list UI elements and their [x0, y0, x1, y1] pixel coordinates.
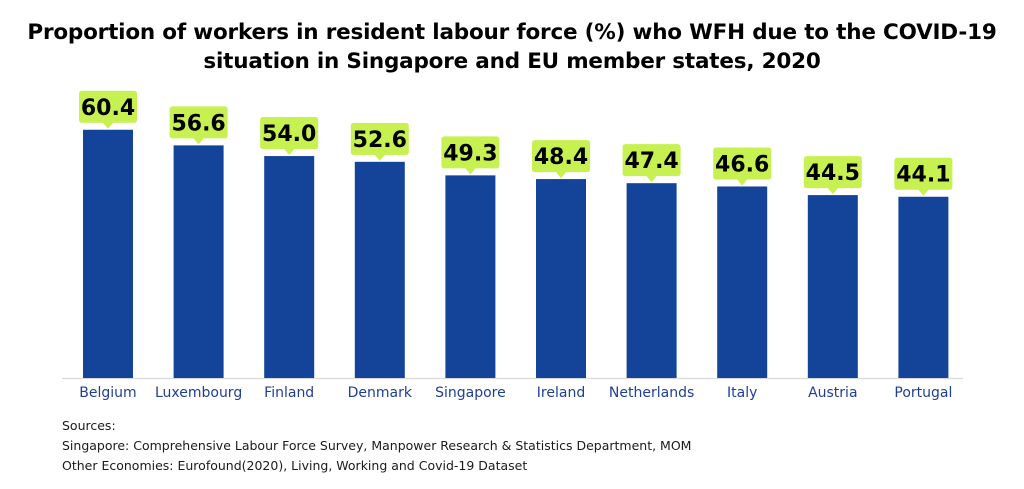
data-label-austria: 44.5 [806, 161, 860, 186]
category-label-finland: Finland [264, 385, 314, 401]
category-label-austria: Austria [808, 385, 857, 401]
data-label-belgium: 60.4 [81, 96, 135, 121]
bar-portugal [898, 196, 949, 378]
category-label-ireland: Ireland [537, 385, 585, 401]
data-label-portugal: 44.1 [896, 163, 950, 188]
bar-finland [264, 156, 315, 378]
sources-note: Sources: Singapore: Comprehensive Labour… [62, 416, 691, 476]
data-label-netherlands: 47.4 [624, 149, 678, 174]
data-label-box-ireland [532, 140, 590, 179]
data-label-luxembourg: 56.6 [171, 111, 225, 136]
category-label-italy: Italy [727, 385, 757, 401]
bar-netherlands [626, 183, 677, 378]
category-label-netherlands: Netherlands [609, 385, 694, 401]
bar-belgium [83, 129, 133, 378]
bar-austria [807, 195, 858, 378]
bar-italy [717, 186, 768, 378]
category-label-portugal: Portugal [894, 385, 952, 401]
data-label-box-netherlands [622, 144, 681, 183]
data-label-box-italy [713, 147, 772, 186]
chart-title-line-1: Proportion of workers in resident labour… [27, 20, 997, 45]
sources-heading: Sources: [62, 418, 116, 433]
data-label-singapore: 49.3 [443, 141, 497, 166]
category-label-belgium: Belgium [79, 385, 136, 401]
bar-ireland [536, 179, 586, 378]
data-label-box-belgium [79, 90, 137, 129]
data-label-italy: 46.6 [715, 152, 769, 177]
sources-line-1: Singapore: Comprehensive Labour Force Su… [62, 438, 692, 453]
data-label-ireland: 48.4 [534, 145, 588, 170]
data-label-finland: 54.0 [262, 122, 316, 147]
chart-title: Proportion of workers in resident labour… [0, 18, 1024, 76]
category-label-denmark: Denmark [348, 385, 413, 401]
data-label-box-luxembourg [169, 106, 228, 145]
data-label-box-portugal [894, 157, 953, 196]
category-label-singapore: Singapore [435, 385, 506, 401]
sources-line-2: Other Economies: Eurofound(2020), Living… [62, 458, 528, 473]
bar-singapore [445, 175, 496, 378]
category-label-luxembourg: Luxembourg [155, 385, 242, 401]
data-label-box-finland [260, 117, 319, 156]
data-label-denmark: 52.6 [353, 128, 407, 153]
bar-denmark [354, 161, 405, 378]
data-label-box-denmark [350, 122, 409, 161]
bar-luxembourg [173, 145, 224, 378]
chart-title-line-2: situation in Singapore and EU member sta… [203, 49, 821, 74]
data-label-box-singapore [441, 136, 500, 175]
data-label-box-austria [803, 156, 862, 195]
